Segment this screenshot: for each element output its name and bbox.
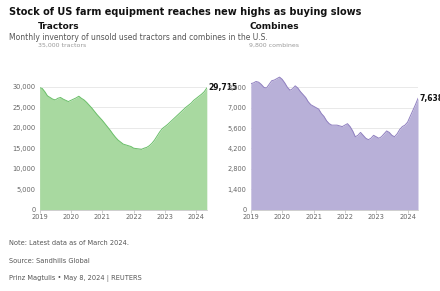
Text: 9,800 combines: 9,800 combines <box>249 42 299 48</box>
Text: Source: Sandhills Global: Source: Sandhills Global <box>9 258 90 264</box>
Text: Tractors: Tractors <box>38 22 80 31</box>
Text: Prinz Magtulis • May 8, 2024 | REUTERS: Prinz Magtulis • May 8, 2024 | REUTERS <box>9 275 142 282</box>
Text: 29,715: 29,715 <box>209 84 238 93</box>
Text: Stock of US farm equipment reaches new highs as buying slows: Stock of US farm equipment reaches new h… <box>9 7 361 17</box>
Text: 35,000 tractors: 35,000 tractors <box>38 42 86 48</box>
Text: Combines: Combines <box>249 22 299 31</box>
Text: Note: Latest data as of March 2024.: Note: Latest data as of March 2024. <box>9 240 129 246</box>
Text: Monthly inventory of unsold used tractors and combines in the U.S.: Monthly inventory of unsold used tractor… <box>9 33 268 42</box>
Text: 7,638: 7,638 <box>420 94 440 103</box>
